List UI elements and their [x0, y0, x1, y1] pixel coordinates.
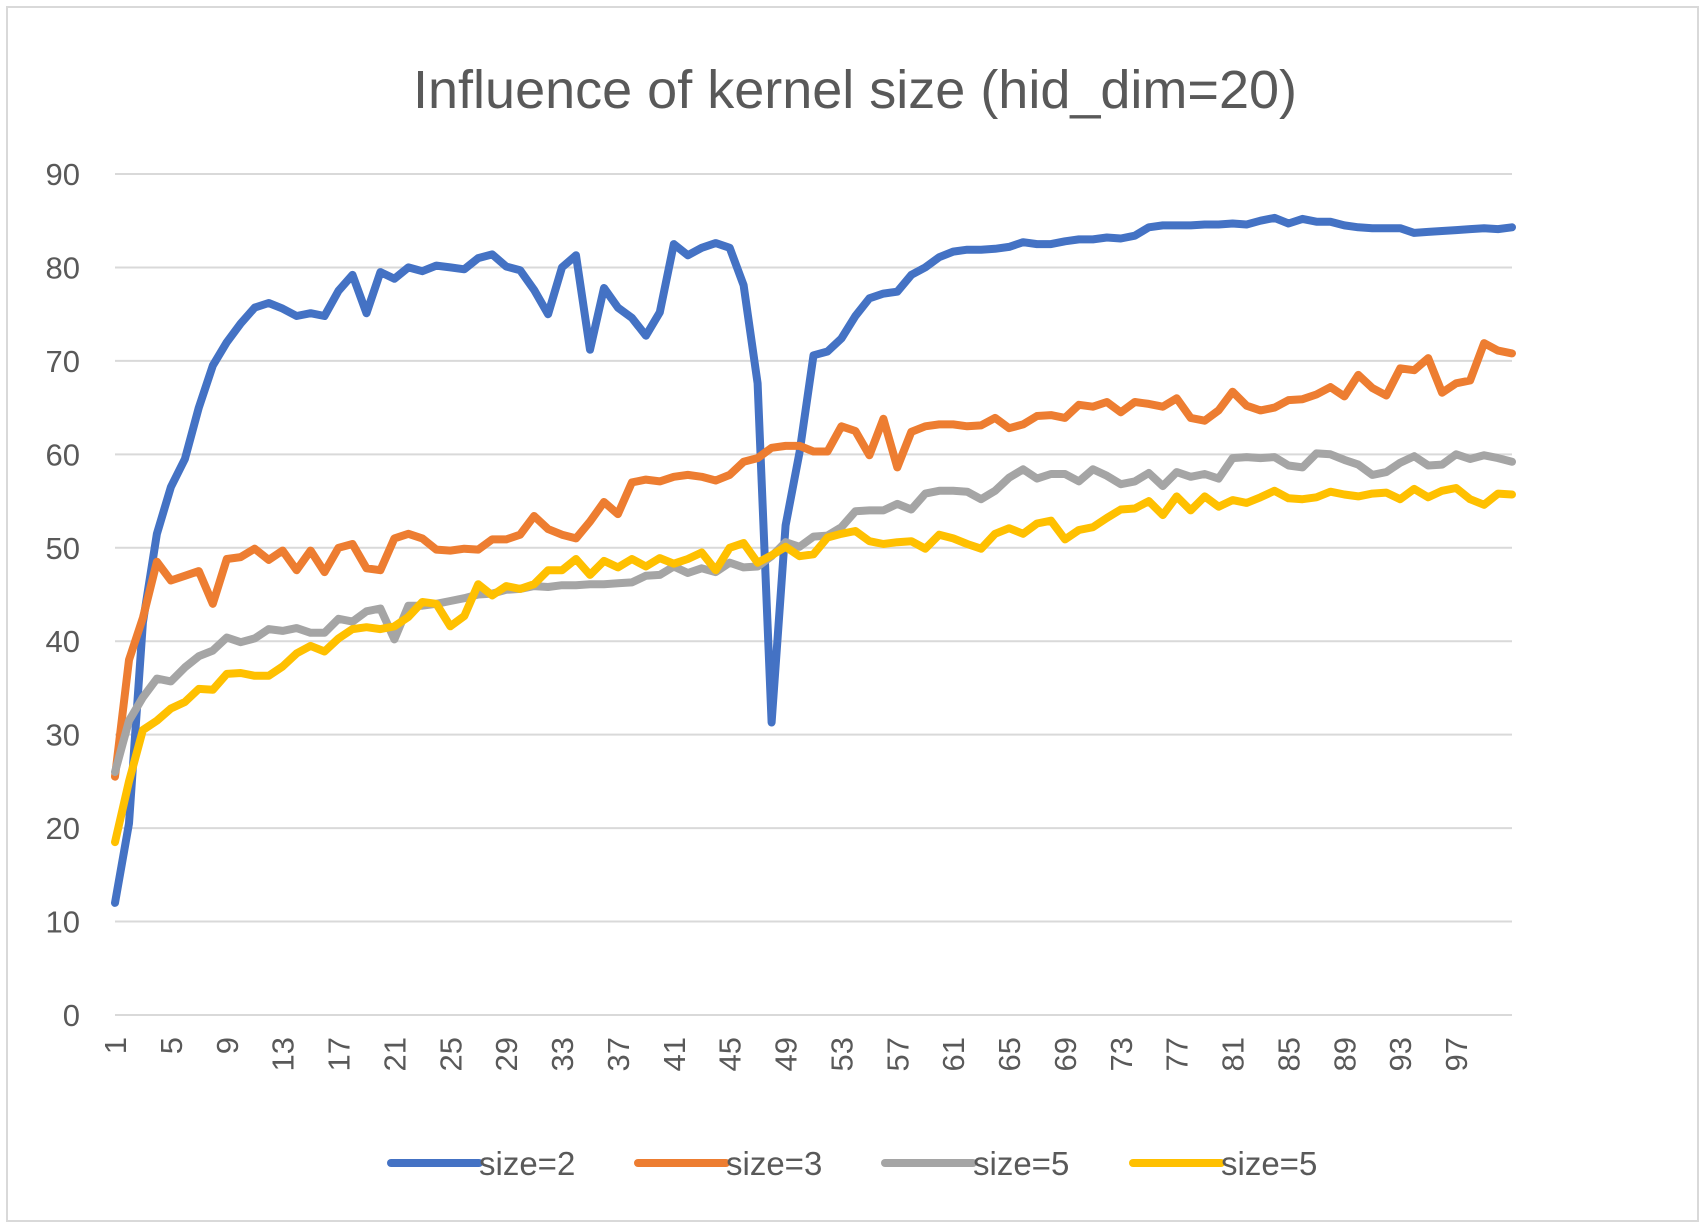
y-tick-label: 70: [46, 344, 80, 379]
y-tick-label: 10: [46, 905, 80, 940]
x-tick-label: 93: [1383, 1037, 1418, 1071]
y-tick-label: 20: [46, 811, 80, 846]
x-tick-label: 1: [98, 1037, 133, 1054]
x-tick-label: 17: [322, 1037, 357, 1071]
x-tick-label: 57: [880, 1037, 915, 1071]
y-tick-label: 40: [46, 624, 80, 659]
x-tick-label: 41: [657, 1037, 692, 1071]
x-tick-label: 33: [545, 1037, 580, 1071]
x-tick-label: 77: [1160, 1037, 1195, 1071]
y-tick-label: 30: [46, 718, 80, 753]
x-tick-label: 65: [992, 1037, 1027, 1071]
x-tick-label: 25: [433, 1037, 468, 1071]
legend-label-3: size=5: [973, 1145, 1069, 1182]
x-tick-label: 97: [1439, 1037, 1474, 1071]
gridlines: [115, 173, 1512, 1016]
y-axis-tick-labels: 0 10 20 30 40 50 60 70 80 90: [46, 157, 80, 1033]
x-tick-label: 13: [266, 1037, 301, 1071]
x-tick-label: 45: [713, 1037, 748, 1071]
x-tick-label: 29: [489, 1037, 524, 1071]
x-tick-label: 49: [769, 1037, 804, 1071]
series-line-3: [111, 449, 1516, 776]
x-tick-label: 5: [154, 1037, 189, 1054]
line-chart: Influence of kernel size (hid_dim=20) 01…: [46, 60, 1516, 1182]
legend-label-4: size=5: [1221, 1145, 1317, 1182]
legend: size=2 size=3 size=5 size=5: [387, 1145, 1317, 1182]
y-tick-label: 60: [46, 437, 80, 472]
x-tick-label: 89: [1327, 1037, 1362, 1071]
x-tick-label: 73: [1104, 1037, 1139, 1071]
x-tick-label: 85: [1271, 1037, 1306, 1071]
legend-label-1: size=2: [479, 1145, 575, 1182]
series-line-4: [111, 484, 1516, 847]
x-tick-label: 53: [824, 1037, 859, 1071]
series-line-1: [111, 213, 1516, 907]
x-tick-label: 69: [1048, 1037, 1083, 1071]
x-tick-label: 37: [601, 1037, 636, 1071]
y-tick-label: 50: [46, 531, 80, 566]
y-tick-label: 0: [63, 998, 80, 1033]
y-tick-label: 80: [46, 250, 80, 285]
series-line-2: [111, 339, 1516, 781]
x-tick-label: 9: [210, 1037, 245, 1054]
x-tick-label: 21: [377, 1037, 412, 1071]
y-tick-label: 90: [46, 157, 80, 192]
chart-title: Influence of kernel size (hid_dim=20): [413, 60, 1297, 120]
x-tick-label: 61: [936, 1037, 971, 1071]
series-lines: [111, 213, 1516, 907]
x-axis-tick-labels: 1 5 9 13 17 21 25 29 33 37 41 45 49 53 57 61 65 69 73 77 81 8…: [98, 1037, 1474, 1071]
legend-label-2: size=3: [726, 1145, 822, 1182]
x-tick-label: 81: [1216, 1037, 1251, 1071]
